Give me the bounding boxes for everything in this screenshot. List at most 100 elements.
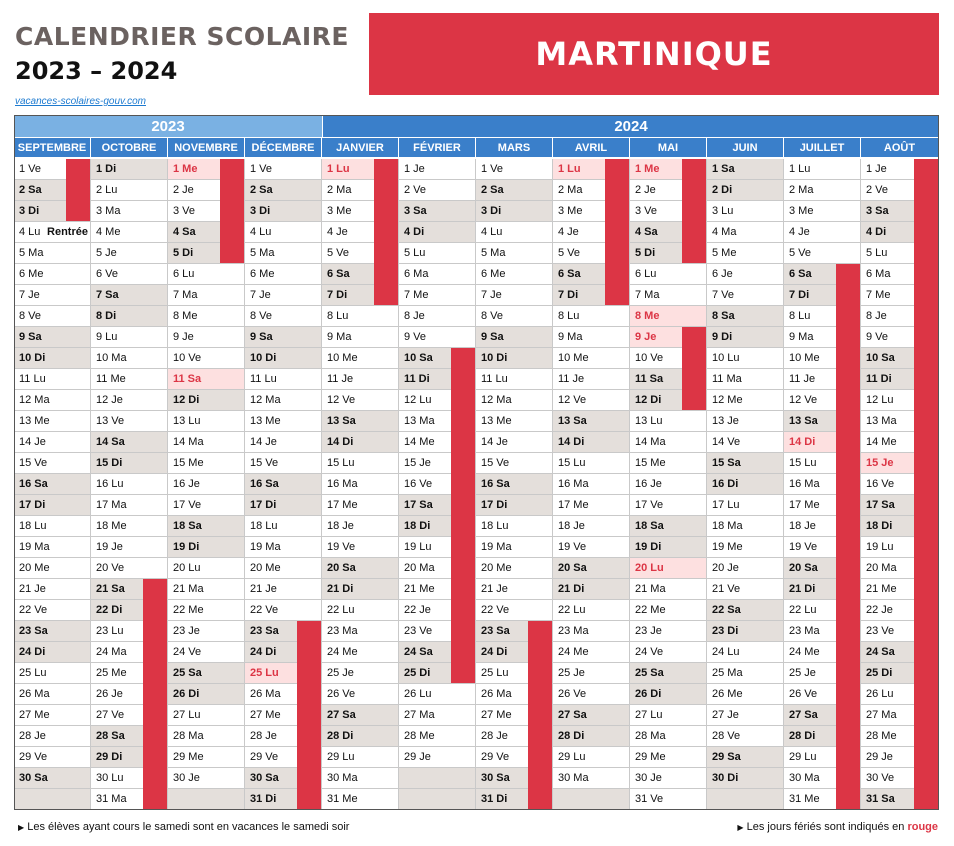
day-label: 22 Me (635, 604, 666, 616)
day-label: 15 Sa (712, 457, 741, 469)
day-cell: 12 Ma (476, 390, 553, 411)
day-label: 14 Je (481, 436, 508, 448)
day-cell: 26 Ma (14, 684, 91, 705)
day-label: 7 Je (481, 289, 502, 301)
day-label: 20 Ma (404, 562, 435, 574)
day-cell: 8 Me (630, 306, 707, 327)
day-label: 13 Sa (327, 415, 356, 427)
day-label: 1 Je (404, 163, 425, 175)
day-label: 16 Sa (250, 478, 279, 490)
day-label: 3 Me (327, 205, 352, 217)
day-label: 13 Je (712, 415, 739, 427)
day-cell: 20 Me (476, 558, 553, 579)
day-cell: 11 Je (322, 369, 399, 390)
day-cell: 5 Lu (399, 243, 476, 264)
day-label: 23 Ma (558, 625, 589, 637)
day-cell: 23 Je (168, 621, 245, 642)
day-cell: 27 Me (14, 705, 91, 726)
day-label: 24 Ma (96, 646, 127, 658)
day-cell: 9 Sa (245, 327, 322, 348)
day-label: 4 Lu (250, 226, 272, 238)
day-label: 10 Sa (866, 352, 895, 364)
day-label: 4 Je (327, 226, 348, 238)
day-cell: 22 Ve (14, 600, 91, 621)
day-cell: 17 Me (553, 495, 630, 516)
day-label: 5 Lu (866, 247, 888, 259)
day-label: 30 Ma (327, 772, 358, 784)
day-cell: 19 Ve (322, 537, 399, 558)
day-label: 16 Lu (96, 478, 124, 490)
day-cell: 13 Sa (322, 411, 399, 432)
day-cell: 18 Sa (630, 516, 707, 537)
day-label: 10 Di (19, 352, 46, 364)
month-header-mars: MARS (476, 138, 553, 157)
day-label: 10 Ve (173, 352, 202, 364)
day-label: 6 Ma (866, 268, 891, 280)
day-label: 6 Sa (327, 268, 350, 280)
day-cell: 23 Je (630, 621, 707, 642)
day-label: 22 Ve (19, 604, 48, 616)
empty-day-cell (399, 789, 476, 810)
day-label: 10 Me (789, 352, 820, 364)
day-cell: 12 Ve (553, 390, 630, 411)
day-label: 3 Sa (404, 205, 427, 217)
day-label: 22 Je (866, 604, 893, 616)
day-cell: 7 Me (399, 285, 476, 306)
day-label: 25 Ma (712, 667, 743, 679)
month-header-septembre: SEPTEMBRE (14, 138, 91, 157)
day-label: 1 Ve (19, 163, 42, 175)
day-cell: 4 Di (399, 222, 476, 243)
day-cell: 15 Ve (476, 453, 553, 474)
day-label: 7 Me (866, 289, 891, 301)
day-cell: 24 Me (784, 642, 861, 663)
day-cell: 26 Lu (399, 684, 476, 705)
day-label: 6 Lu (635, 268, 657, 280)
day-label: 22 Lu (789, 604, 817, 616)
day-label: 29 Me (173, 751, 204, 763)
day-cell: 30 Ma (322, 768, 399, 789)
day-cell: 22 Je (399, 600, 476, 621)
day-cell: 17 Di (476, 495, 553, 516)
day-label: 19 Je (96, 541, 123, 553)
day-label: 5 Di (635, 247, 656, 259)
day-cell: 19 Ma (14, 537, 91, 558)
source-link[interactable]: vacances-scolaires-gouv.com (15, 96, 146, 107)
day-cell: 4 Lu (245, 222, 322, 243)
day-cell: 20 Ma (399, 558, 476, 579)
day-label: 27 Me (19, 709, 50, 721)
day-cell: 15 Je (399, 453, 476, 474)
day-cell: 3 Ve (168, 201, 245, 222)
day-label: 18 Di (866, 520, 893, 532)
day-label: 1 Ve (481, 163, 504, 175)
day-cell: 14 Je (14, 432, 91, 453)
day-label: 29 Lu (558, 751, 586, 763)
vacation-bar (682, 159, 706, 263)
day-cell: 20 Ve (91, 558, 168, 579)
day-label: 17 Di (481, 499, 508, 511)
day-cell: 15 Ve (14, 453, 91, 474)
day-cell: 9 Ve (399, 327, 476, 348)
day-label: 22 Me (173, 604, 204, 616)
day-cell: 3 Me (322, 201, 399, 222)
day-cell: 1 Ve (14, 159, 91, 180)
day-label: 2 Je (173, 184, 194, 196)
day-label: 3 Sa (866, 205, 889, 217)
vacation-bar (605, 159, 629, 305)
day-label: 18 Ma (712, 520, 743, 532)
day-cell: 20 Je (707, 558, 784, 579)
day-cell: 18 Lu (14, 516, 91, 537)
day-cell: 29 Ve (14, 747, 91, 768)
day-cell: 4 Lu (476, 222, 553, 243)
month-header-novembre: NOVEMBRE (168, 138, 245, 157)
day-cell: 11 Me (91, 369, 168, 390)
day-label: 8 Sa (712, 310, 735, 322)
day-label: 9 Ma (327, 331, 352, 343)
day-cell: 9 Di (707, 327, 784, 348)
day-cell: 17 Ve (630, 495, 707, 516)
day-label: 8 Lu (327, 310, 349, 322)
day-cell: 7 Ma (630, 285, 707, 306)
day-cell: 30 Di (707, 768, 784, 789)
day-label: 30 Ve (866, 772, 895, 784)
day-label: 12 Ma (250, 394, 281, 406)
day-cell: 12 Je (91, 390, 168, 411)
